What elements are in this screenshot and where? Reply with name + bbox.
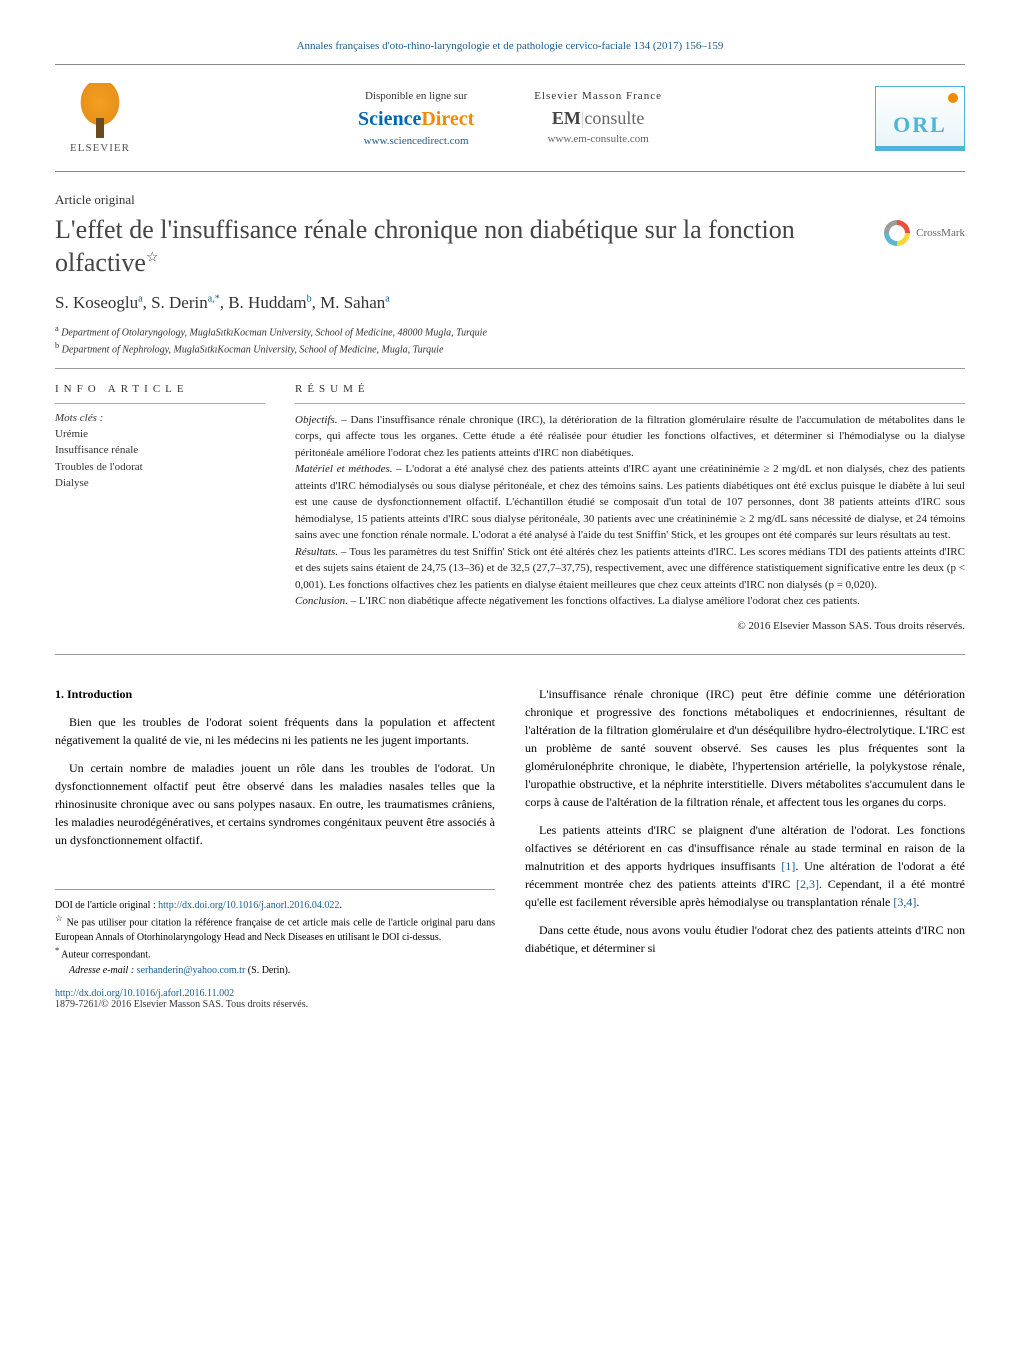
objectifs-text: Dans l'insuffisance rénale chronique (IR… xyxy=(295,414,965,459)
affiliation-a: a Department of Otolaryngology, MuglaSıt… xyxy=(55,323,965,340)
issn-copyright: 1879-7261/© 2016 Elsevier Masson SAS. To… xyxy=(55,999,965,1010)
masson-label: Elsevier Masson France xyxy=(534,90,662,102)
corresp-email[interactable]: serhanderin@yahoo.com.tr xyxy=(137,965,246,976)
journal-reference: Annales françaises d'oto-rhino-laryngolo… xyxy=(55,40,965,52)
title-text: L'effet de l'insuffisance rénale chroniq… xyxy=(55,215,795,277)
affiliations: a Department of Otolaryngology, MuglaSıt… xyxy=(55,323,965,358)
emconsulte-url[interactable]: www.em-consulte.com xyxy=(534,133,662,145)
doi-original-line: DOI de l'article original : http://dx.do… xyxy=(55,898,495,913)
meta-row: INFO ARTICLE Mots clés : UrémieInsuffisa… xyxy=(55,383,965,635)
cite-1[interactable]: [1] xyxy=(781,859,795,873)
info-article-block: INFO ARTICLE Mots clés : UrémieInsuffisa… xyxy=(55,383,265,635)
cite-34[interactable]: [3,4] xyxy=(893,895,916,909)
abstract-materiel: Matériel et méthodes. – L'odorat a été a… xyxy=(295,461,965,544)
abstract-conclusion: Conclusion. – L'IRC non diabétique affec… xyxy=(295,593,965,610)
intro-p4: Les patients atteints d'IRC se plaignent… xyxy=(525,821,965,911)
em-text: EM xyxy=(552,108,581,128)
resultats-text: Tous les paramètres du test Sniffin' Sti… xyxy=(295,546,965,591)
meta-divider-left xyxy=(55,403,265,404)
body-col-left: 1. Introduction Bien que les troubles de… xyxy=(55,685,495,978)
doi-original-label: DOI de l'article original : xyxy=(55,900,158,911)
email-label: Adresse e-mail : xyxy=(69,965,137,976)
article-doi[interactable]: http://dx.doi.org/10.1016/j.aforl.2016.1… xyxy=(55,988,965,999)
orl-bar xyxy=(876,146,964,150)
header-bar: ELSEVIER Disponible en ligne sur Science… xyxy=(55,64,965,172)
corresp-label: Auteur correspondant. xyxy=(61,950,150,961)
body-columns: 1. Introduction Bien que les troubles de… xyxy=(55,685,965,978)
crossmark-label: CrossMark xyxy=(916,227,965,239)
info-article-heading: INFO ARTICLE xyxy=(55,383,265,395)
authors-line: S. Koseoglua, S. Derina,*, B. Huddamb, M… xyxy=(55,293,965,313)
title-footnote-marker: ☆ xyxy=(146,250,159,265)
star-footnote: ☆ Ne pas utiliser pour citation la référ… xyxy=(55,913,495,945)
orl-text: ORL xyxy=(876,112,964,138)
corresponding-author: * Auteur correspondant. xyxy=(55,945,495,962)
affiliation-b-text: Department of Nephrology, MuglaSıtkıKocm… xyxy=(62,345,444,356)
divider xyxy=(55,368,965,369)
intro-p5: Dans cette étude, nous avons voulu étudi… xyxy=(525,921,965,957)
intro-p1: Bien que les troubles de l'odorat soient… xyxy=(55,713,495,749)
abstract-copyright: © 2016 Elsevier Masson SAS. Tous droits … xyxy=(295,618,965,635)
p4-d: . xyxy=(916,895,919,909)
crossmark-icon xyxy=(884,220,910,246)
keywords-list: UrémieInsuffisance rénaleTroubles de l'o… xyxy=(55,426,265,492)
title-row: L'effet de l'insuffisance rénale chroniq… xyxy=(55,214,965,279)
sciencedirect-sci: Science xyxy=(358,108,421,130)
elsevier-tree-icon xyxy=(70,83,130,138)
resultats-label: Résultats. – xyxy=(295,546,347,558)
elsevier-logo[interactable]: ELSEVIER xyxy=(55,73,145,163)
available-label: Disponible en ligne sur xyxy=(358,90,474,102)
affiliation-a-text: Department of Otolaryngology, MuglaSıtkı… xyxy=(61,327,487,338)
conclusion-label: Conclusion. – xyxy=(295,595,356,607)
abstract-body: Objectifs. – Dans l'insuffisance rénale … xyxy=(295,412,965,635)
emconsulte-logo: EM|consulte xyxy=(534,108,662,129)
resume-block: RÉSUMÉ Objectifs. – Dans l'insuffisance … xyxy=(295,383,965,635)
affiliation-b: b Department of Nephrology, MuglaSıtkıKo… xyxy=(55,340,965,357)
elsevier-label: ELSEVIER xyxy=(70,142,130,154)
conclusion-text: L'IRC non diabétique affecte négativemen… xyxy=(359,595,860,607)
objectifs-label: Objectifs. – xyxy=(295,414,347,426)
orl-dot-icon xyxy=(948,93,958,103)
page-container: Annales françaises d'oto-rhino-laryngolo… xyxy=(0,0,1020,1040)
email-line: Adresse e-mail : serhanderin@yahoo.com.t… xyxy=(55,963,495,978)
cite-23[interactable]: [2,3] xyxy=(796,877,819,891)
sciencedirect-dir: Direct xyxy=(421,108,474,130)
email-who: (S. Derin). xyxy=(245,965,290,976)
consulte-text: consulte xyxy=(584,108,644,128)
abstract-objectifs: Objectifs. – Dans l'insuffisance rénale … xyxy=(295,412,965,462)
meta-divider-right xyxy=(295,403,965,404)
sciencedirect-logo: ScienceDirect xyxy=(358,108,474,131)
sciencedirect-url[interactable]: www.sciencedirect.com xyxy=(358,135,474,147)
sciencedirect-block[interactable]: Disponible en ligne sur ScienceDirect ww… xyxy=(358,90,474,147)
section-1-heading: 1. Introduction xyxy=(55,685,495,703)
star-note-text: Ne pas utiliser pour citation la référen… xyxy=(55,917,495,943)
orl-journal-logo[interactable]: ORL xyxy=(875,86,965,151)
body-col-right: L'insuffisance rénale chronique (IRC) pe… xyxy=(525,685,965,978)
header-links: Disponible en ligne sur ScienceDirect ww… xyxy=(358,90,662,147)
footnotes-block: DOI de l'article original : http://dx.do… xyxy=(55,889,495,978)
divider-2 xyxy=(55,654,965,655)
crossmark-badge[interactable]: CrossMark xyxy=(884,220,965,246)
abstract-resultats: Résultats. – Tous les paramètres du test… xyxy=(295,544,965,594)
keywords-label: Mots clés : xyxy=(55,412,265,424)
doi-original-link[interactable]: http://dx.doi.org/10.1016/j.anorl.2016.0… xyxy=(158,900,339,911)
resume-heading: RÉSUMÉ xyxy=(295,383,965,395)
intro-p3: L'insuffisance rénale chronique (IRC) pe… xyxy=(525,685,965,811)
article-title: L'effet de l'insuffisance rénale chroniq… xyxy=(55,214,864,279)
article-type-label: Article original xyxy=(55,192,965,208)
materiel-label: Matériel et méthodes. – xyxy=(295,463,402,475)
emconsulte-block[interactable]: Elsevier Masson France EM|consulte www.e… xyxy=(534,90,662,145)
intro-p2: Un certain nombre de maladies jouent un … xyxy=(55,759,495,849)
